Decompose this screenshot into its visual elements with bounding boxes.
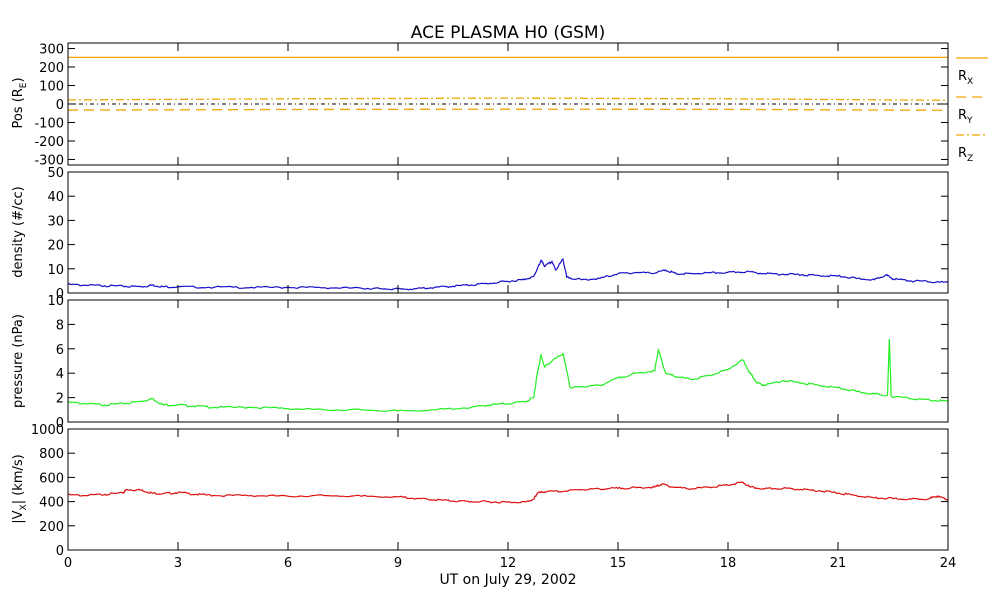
legend-item: RY bbox=[956, 96, 988, 126]
y-tick-label: 0 bbox=[56, 544, 64, 559]
y-axis-label-main: |V bbox=[11, 510, 26, 523]
legend-label-sub: X bbox=[967, 77, 973, 87]
y-tick-label: 10 bbox=[47, 263, 64, 278]
x-tick-label: 3 bbox=[174, 556, 182, 571]
y-axis-label-sub: E bbox=[19, 82, 29, 88]
y-tick-label: 1000 bbox=[31, 423, 64, 438]
series-line bbox=[68, 481, 948, 504]
series-line bbox=[68, 258, 948, 291]
chart-title: ACE PLASMA H0 (GSM) bbox=[411, 23, 605, 43]
y-axis-label-tail: | (km/s) bbox=[11, 454, 26, 504]
x-tick-label: 24 bbox=[940, 556, 957, 571]
y-axis-label-sub: X bbox=[19, 504, 29, 510]
series-path bbox=[68, 97, 948, 101]
y-tick-label: 800 bbox=[39, 447, 64, 462]
y-axis-label: density (#/cc) bbox=[11, 186, 26, 278]
legend-label: RZ bbox=[958, 146, 973, 164]
x-tick-label: 18 bbox=[720, 556, 737, 571]
y-tick-label: 40 bbox=[47, 190, 64, 205]
x-tick-label: 12 bbox=[500, 556, 517, 571]
y-tick-label: 8 bbox=[56, 318, 64, 333]
legend-item: RZ bbox=[956, 134, 988, 164]
x-tick-label: 6 bbox=[284, 556, 292, 571]
y-tick-label: 50 bbox=[47, 166, 64, 181]
y-tick-label: 20 bbox=[47, 239, 64, 254]
y-tick-label: -300 bbox=[34, 153, 64, 168]
y-tick-label: 0 bbox=[56, 98, 64, 113]
series-path bbox=[68, 258, 948, 291]
y-tick-label: 0 bbox=[56, 287, 64, 302]
y-axis-label: |VX| (km/s) bbox=[11, 454, 29, 523]
legend-label-sub: Y bbox=[966, 116, 973, 126]
y-tick-label: 300 bbox=[39, 43, 64, 58]
legend-label: RX bbox=[958, 69, 973, 87]
y-tick-label: -200 bbox=[34, 135, 64, 150]
legend-label-main: R bbox=[958, 108, 967, 123]
y-tick-label: -100 bbox=[34, 116, 64, 131]
x-tick-label: 21 bbox=[830, 556, 847, 571]
series-line bbox=[68, 97, 948, 101]
x-tick-label: 15 bbox=[610, 556, 627, 571]
x-axis-label: UT on July 29, 2002 bbox=[439, 572, 576, 588]
legend-label-main: R bbox=[958, 69, 967, 84]
y-tick-label: 100 bbox=[39, 80, 64, 95]
panel-frame bbox=[67, 428, 949, 551]
y-tick-label: 2 bbox=[56, 392, 64, 407]
y-tick-label: 0 bbox=[56, 416, 64, 431]
legend-item: RX bbox=[956, 57, 988, 87]
y-tick-label: 400 bbox=[39, 496, 64, 511]
y-axis-label: pressure (nPa) bbox=[11, 314, 26, 408]
legend-label-sub: Z bbox=[967, 154, 973, 164]
y-axis-label-tail: ) bbox=[11, 77, 26, 82]
y-tick-label: 30 bbox=[47, 214, 64, 229]
y-axis-label-main: Pos (R bbox=[11, 88, 26, 128]
legend-label: RY bbox=[958, 108, 973, 126]
series-path bbox=[68, 108, 948, 111]
legend-label-main: R bbox=[958, 146, 967, 161]
y-axis-label-main: density (#/cc) bbox=[11, 186, 26, 278]
y-tick-label: 200 bbox=[39, 520, 64, 535]
y-tick-label: 6 bbox=[56, 343, 64, 358]
panel-density: 0 10 20 30 40 50 density (#/cc) bbox=[11, 166, 949, 302]
series-path bbox=[68, 338, 948, 412]
y-tick-label: 200 bbox=[39, 61, 64, 76]
panel-vx: 0 200 400 600 800 1000 |VX| (km/s) bbox=[11, 423, 949, 559]
y-axis-label-main: pressure (nPa) bbox=[11, 314, 26, 408]
y-tick-label: 600 bbox=[39, 471, 64, 486]
x-tick-label: 0 bbox=[64, 556, 72, 571]
y-axis-label: Pos (RE) bbox=[11, 77, 29, 128]
series-path bbox=[68, 481, 948, 504]
series-line bbox=[68, 338, 948, 412]
panel-pressure: 0 2 4 6 8 10 pressure (nPa) bbox=[11, 294, 949, 431]
x-tick-label: 9 bbox=[394, 556, 402, 571]
y-tick-label: 10 bbox=[47, 294, 64, 309]
series-line bbox=[68, 108, 948, 111]
y-tick-label: 4 bbox=[56, 367, 64, 382]
panel-pos: -300 -200 -100 0 100 200 300 Pos (RE) bbox=[11, 42, 949, 168]
